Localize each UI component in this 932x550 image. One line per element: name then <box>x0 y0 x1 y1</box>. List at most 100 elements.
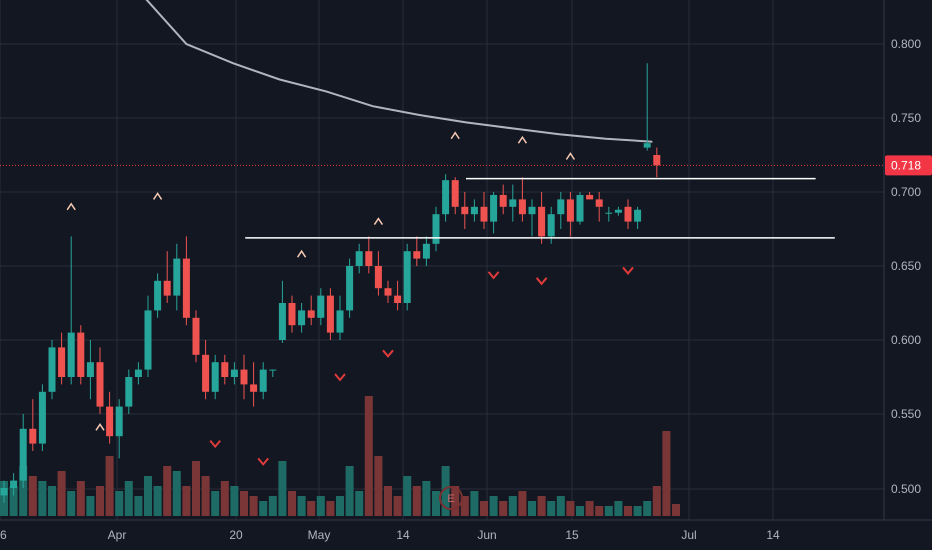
volume-bar <box>585 501 594 516</box>
volume-bar <box>643 501 652 516</box>
candle-body <box>202 354 210 392</box>
volume-bar <box>556 496 565 516</box>
fractal-up-marker <box>296 249 307 258</box>
volume-bar <box>307 501 316 516</box>
candle-body <box>624 206 632 222</box>
candle-body <box>269 369 277 371</box>
volume-bar <box>336 496 344 516</box>
candle-body <box>547 214 555 237</box>
candle-body <box>394 295 402 303</box>
candle-body <box>413 251 421 259</box>
candle-body <box>77 332 85 377</box>
candle-body <box>614 209 622 213</box>
volume-bar <box>76 481 85 516</box>
fractal-up-marker <box>95 422 105 431</box>
time-axis-tick-label: 14 <box>396 528 410 542</box>
fractal-up-marker <box>66 202 76 211</box>
moving-average-line <box>145 0 653 143</box>
candle-body <box>307 310 315 318</box>
earnings-marker-circle[interactable] <box>439 486 463 510</box>
candle-body <box>365 251 373 266</box>
moving-average <box>145 0 653 143</box>
candle-body <box>48 347 56 392</box>
volume-bar <box>412 486 421 516</box>
price-axis[interactable]: 0.800 0.750 0.700 0.650 0.600 0.550 0.500 <box>883 0 932 550</box>
volume-bar <box>489 496 498 516</box>
volume-bar <box>652 486 661 516</box>
fractal-down-marker <box>209 439 221 449</box>
candle-body <box>422 243 430 259</box>
trend-lines <box>245 177 835 239</box>
volume-bar <box>662 431 671 516</box>
volume-bar <box>38 481 47 516</box>
price-axis-tick-label: 0.600 <box>891 333 921 347</box>
candle-body <box>576 194 584 222</box>
earnings-marker[interactable]: E <box>439 486 463 510</box>
candle-body <box>240 369 248 385</box>
volume-bar <box>67 491 76 516</box>
volume-bar <box>604 506 613 516</box>
candlesticks <box>0 63 661 503</box>
volume-bar <box>134 496 143 516</box>
time-axis[interactable]: 16 Apr 20 May 14 Jun 15 Jul 14 <box>0 519 932 550</box>
candle-body <box>326 295 334 333</box>
candle-body <box>182 258 190 318</box>
last-price-group: 0.718 <box>0 155 932 176</box>
candle-body <box>490 194 498 222</box>
volume-bar <box>316 496 325 516</box>
candle-body <box>106 406 114 437</box>
candle-body <box>211 362 219 392</box>
candle-body <box>163 280 171 296</box>
volume-bar <box>384 486 392 516</box>
volume-bar <box>355 491 364 516</box>
volume-bar <box>105 456 114 516</box>
candle-body <box>134 369 142 377</box>
volume-bar <box>422 481 431 516</box>
candle-body <box>595 199 603 207</box>
volume-bar <box>326 501 335 516</box>
volume-bar <box>633 506 642 516</box>
candle-body <box>566 199 574 222</box>
price-axis-tick-label: 0.550 <box>891 407 921 421</box>
volume-bar <box>163 466 172 516</box>
volume-bar <box>172 471 181 516</box>
candle-body <box>605 212 613 214</box>
volume-bar <box>96 486 104 516</box>
volume-bar <box>115 491 124 516</box>
volume-bar <box>508 496 517 516</box>
volume-bar <box>153 486 162 516</box>
volume-bar <box>259 501 268 516</box>
candle-body <box>432 214 440 244</box>
time-axis-tick-label: 16 <box>0 528 7 542</box>
candle-body <box>0 488 8 496</box>
price-axis-tick-label: 0.650 <box>891 259 921 273</box>
volume-bar <box>86 496 95 516</box>
fractal-up-marker <box>152 192 163 200</box>
fractal-up-marker <box>450 131 460 140</box>
volume-bar <box>28 476 37 516</box>
candle-body <box>298 310 306 326</box>
volume-bar <box>144 476 152 516</box>
candle-body <box>451 180 459 207</box>
volume-bar <box>403 476 412 516</box>
time-axis-tick-label: Jun <box>477 528 496 542</box>
candle-body <box>288 303 296 326</box>
volume-bar <box>595 506 604 516</box>
fractal-down-marker <box>487 271 500 280</box>
candle-body <box>192 317 200 355</box>
candle-body <box>115 406 123 437</box>
volume-bar <box>220 481 229 516</box>
fractal-markers <box>66 131 634 466</box>
candle-body <box>518 199 526 215</box>
time-axis-tick-label: 15 <box>565 528 579 542</box>
volume-bar <box>364 396 373 516</box>
candle-body <box>499 194 507 207</box>
candle-body <box>86 362 94 377</box>
candle-body <box>346 266 354 311</box>
price-axis-tick-label: 0.700 <box>891 185 921 199</box>
volume-bar <box>201 476 210 516</box>
fractal-up-marker <box>517 135 528 144</box>
candle-body <box>125 377 133 407</box>
volume-bar <box>124 481 133 516</box>
